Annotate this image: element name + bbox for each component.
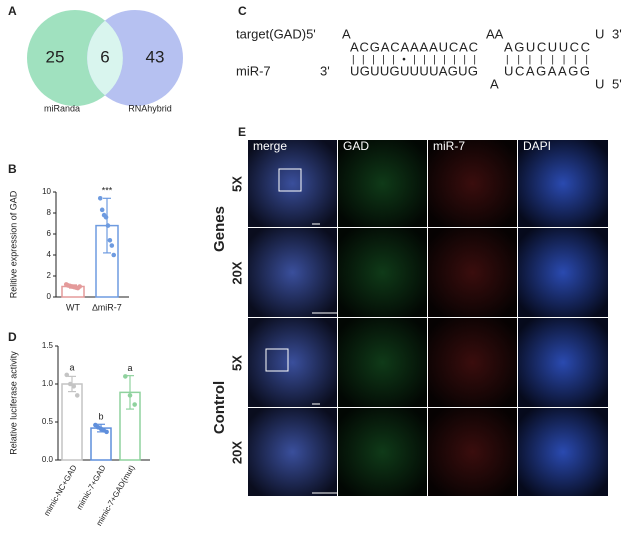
group-label: Genes [211, 206, 228, 252]
sequence-text: target(GAD)5' [236, 26, 316, 41]
magnification: 5X [229, 355, 244, 371]
sequence-text: UGUUGUUUUAGUG [350, 63, 478, 78]
y-tick-label: 0.0 [42, 455, 54, 464]
data-point [132, 402, 137, 407]
group-label: Control [211, 381, 228, 434]
y-tick-label: 2 [47, 271, 52, 280]
data-point [74, 393, 80, 398]
micrograph [338, 228, 427, 317]
y-axis-label: Relitive expression of GAD [8, 190, 18, 298]
micrograph [248, 228, 337, 317]
micrograph [428, 318, 517, 407]
data-point [105, 223, 111, 228]
data-point [111, 252, 117, 258]
micrograph [248, 318, 337, 407]
sequence-text: U [595, 76, 604, 91]
y-tick-label: 0 [47, 292, 52, 301]
data-point [67, 381, 73, 387]
micrograph [518, 408, 608, 496]
y-tick-label: 0.5 [42, 417, 54, 426]
micrograph [428, 228, 517, 317]
y-axis-label: Relative luciferase activity [8, 351, 18, 455]
micrograph [248, 140, 337, 227]
column-header: GAD [343, 139, 369, 153]
data-point [107, 238, 113, 243]
panel-label: E [238, 125, 246, 139]
magnification: 20X [229, 441, 244, 464]
venn-count: 25 [46, 47, 65, 66]
y-tick-label: 8 [47, 208, 52, 217]
venn-count: 6 [100, 47, 109, 66]
significance-label: *** [102, 186, 113, 196]
y-tick-label: 10 [42, 187, 51, 196]
magnification: 5X [229, 176, 244, 192]
inset-box [265, 348, 289, 372]
column-header: merge [253, 139, 287, 153]
data-point [99, 207, 105, 213]
magnification: 20X [229, 261, 244, 284]
sequence-text: miR-7 [236, 63, 271, 78]
micrograph [428, 408, 517, 496]
data-point [77, 284, 83, 289]
data-point [97, 196, 103, 201]
micrograph [248, 408, 337, 496]
base-pairing: |||||•||||||| [352, 55, 476, 66]
y-tick-label: 6 [47, 229, 52, 238]
x-tick-label: mimic-7+GAD [75, 463, 108, 511]
column-header: DAPI [523, 139, 551, 153]
y-tick-label: 4 [47, 250, 52, 259]
data-point [64, 372, 70, 378]
data-point [127, 393, 133, 398]
data-point [103, 214, 109, 220]
micrograph [338, 408, 427, 496]
sequence-text: 3' [320, 63, 330, 78]
venn-count: 43 [146, 47, 165, 66]
panel-label: D [8, 330, 17, 344]
sequence-text: 5' [612, 76, 622, 91]
micrograph [338, 318, 427, 407]
micrograph [518, 318, 608, 407]
venn-set-label: RNAhybrid [128, 103, 172, 113]
micrograph [338, 140, 427, 227]
inset-box [278, 168, 302, 192]
x-tick-label: mimic-NC+GAD [42, 463, 78, 517]
sequence-text: A [490, 76, 499, 91]
x-tick-label: WT [66, 302, 80, 312]
micrograph [428, 140, 517, 227]
y-tick-label: 1.0 [42, 379, 54, 388]
sequence-text: AA [486, 26, 504, 41]
data-point [123, 374, 128, 379]
sequence-text: A [342, 26, 351, 41]
column-header: miR-7 [433, 139, 465, 153]
venn-set-label: miRanda [44, 103, 80, 113]
sequence-text: U [595, 26, 604, 41]
y-tick-label: 1.5 [42, 341, 54, 350]
data-point [104, 429, 109, 435]
venn-overlap [87, 20, 123, 96]
micrograph [518, 140, 608, 227]
sequence-text: 3' [612, 26, 622, 41]
x-tick-label: ∆miR-7 [92, 302, 122, 312]
micrograph [518, 228, 608, 317]
significance-label: b [98, 412, 103, 422]
panel-label: B [8, 162, 17, 176]
data-point [71, 383, 77, 389]
significance-label: a [127, 363, 132, 373]
significance-label: a [69, 362, 74, 372]
sequence-text: AGUCUUCC [504, 39, 590, 54]
sequence-text: UCAGAAGG [504, 63, 590, 78]
data-point [109, 243, 115, 248]
sequence-text: ACGACAAAAUCAC [350, 39, 478, 54]
panel-label: C [238, 4, 247, 18]
panel-label: A [8, 4, 17, 18]
